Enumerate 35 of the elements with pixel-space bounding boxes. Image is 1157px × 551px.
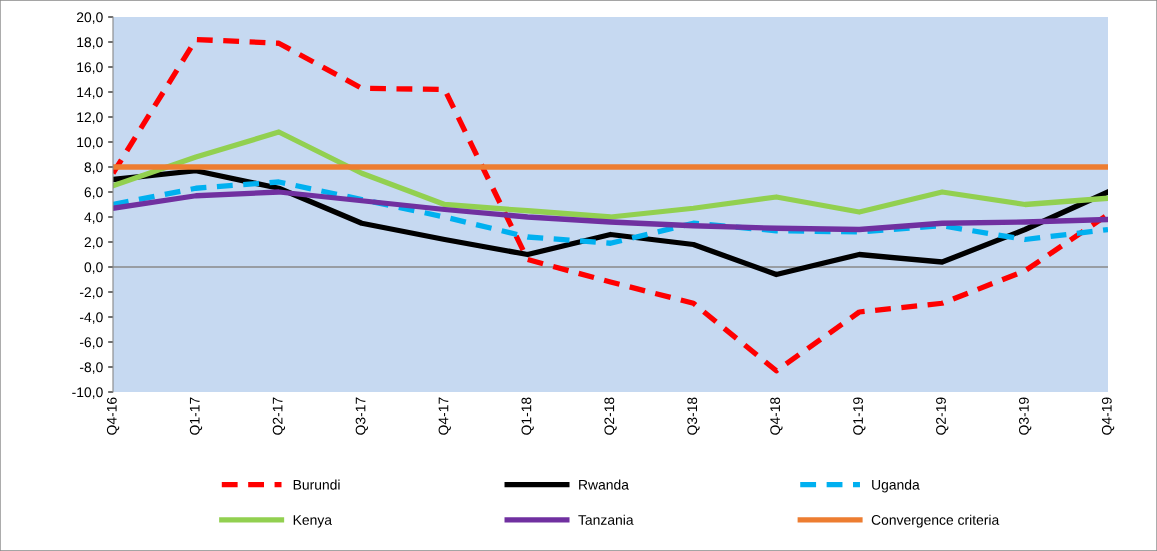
- x-tick-label: Q3-19: [1018, 397, 1032, 435]
- y-tick-label: -4,0: [79, 312, 103, 324]
- y-tick-label: 0,0: [84, 262, 103, 274]
- y-tick-label: -10,0: [72, 387, 103, 399]
- y-tick-label: 2,0: [84, 237, 103, 249]
- x-tick-label: Q4-19: [1101, 397, 1115, 435]
- legend-label: Uganda: [872, 479, 920, 493]
- legend-label: Convergence criteria: [871, 514, 1000, 528]
- y-tick-label: 18,0: [77, 37, 103, 49]
- x-tick-label: Q4-18: [770, 397, 783, 435]
- y-tick-label: 14,0: [77, 87, 103, 99]
- y-tick-label: 20,0: [76, 12, 103, 24]
- y-tick-label: 16,0: [77, 62, 103, 74]
- x-tick-label: Q1-18: [521, 397, 534, 435]
- x-tick-label: Q1-17: [189, 397, 203, 435]
- x-tick-label: Q3-17: [355, 397, 368, 435]
- x-tick-label: Q4-16: [106, 397, 120, 435]
- y-tick-label: -2,0: [79, 287, 103, 299]
- x-tick-label: Q4-17: [438, 397, 451, 435]
- x-tick-label: Q2-17: [272, 397, 286, 435]
- legend-label: Tanzania: [578, 514, 634, 525]
- legend-label: Rwanda: [579, 479, 629, 490]
- legend-label: Kenya: [293, 515, 332, 528]
- legend-label: Burundi: [293, 479, 340, 490]
- x-tick-label: Q2-19: [936, 397, 949, 435]
- x-tick-label: Q1-19: [853, 397, 866, 435]
- y-tick-label: 12,0: [77, 112, 103, 124]
- y-tick-label: 8,0: [84, 162, 103, 174]
- y-tick-label: 10,0: [77, 137, 103, 149]
- y-tick-label: 4,0: [84, 212, 103, 224]
- x-tick-label: Q2-18: [604, 397, 617, 435]
- y-tick-label: -8,0: [79, 362, 103, 374]
- x-tick-label: Q3-18: [687, 397, 700, 435]
- y-tick-label: 6,0: [84, 187, 103, 199]
- y-tick-label: -6,0: [79, 337, 103, 349]
